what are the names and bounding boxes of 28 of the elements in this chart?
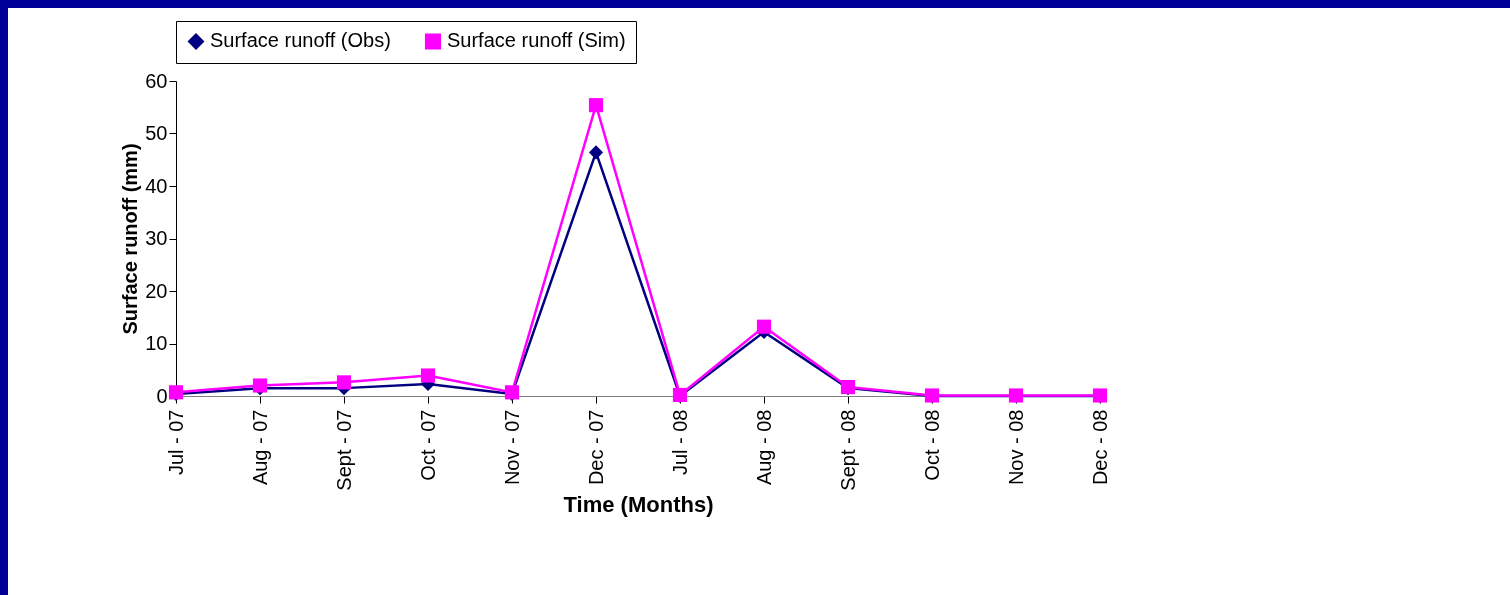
y-tick-label: 30 [145, 227, 168, 249]
point [420, 368, 436, 383]
x-tick-label: Aug - 07 [248, 409, 271, 486]
x-tick-label: Jul - 08 [668, 409, 691, 476]
y-tick-label: 10 [145, 332, 168, 354]
x-axis-title: Time (Months) [563, 491, 714, 517]
point [756, 319, 772, 334]
x-tick-label: Nov - 07 [500, 409, 523, 486]
y-axis-title: Surface runoff (mm) [119, 143, 142, 335]
x-tick-label: Aug - 08 [752, 409, 775, 486]
x-tick-label: Jul - 07 [164, 409, 187, 476]
y-tick-label: 60 [145, 69, 168, 92]
x-tick-label: Dec - 07 [584, 409, 607, 486]
point [588, 98, 604, 113]
x-tick-label: Dec - 08 [1088, 409, 1111, 486]
x-tick-label: Sept - 08 [836, 409, 859, 491]
y-tick-label: 0 [156, 384, 168, 407]
legend-label: Surface runoff (Sim) [447, 29, 626, 52]
point [588, 145, 604, 160]
point [336, 375, 352, 390]
x-tick-label: Oct - 07 [416, 409, 439, 481]
x-tick-label: Sept - 07 [332, 409, 355, 491]
legend-label: Surface runoff (Obs) [210, 29, 391, 52]
y-tick-label: 20 [145, 279, 168, 302]
y-tick-label: 40 [145, 174, 168, 197]
x-tick-label: Nov - 08 [1004, 409, 1027, 486]
y-tick-label: 50 [145, 122, 168, 144]
x-tick-label: Oct - 08 [920, 409, 943, 481]
